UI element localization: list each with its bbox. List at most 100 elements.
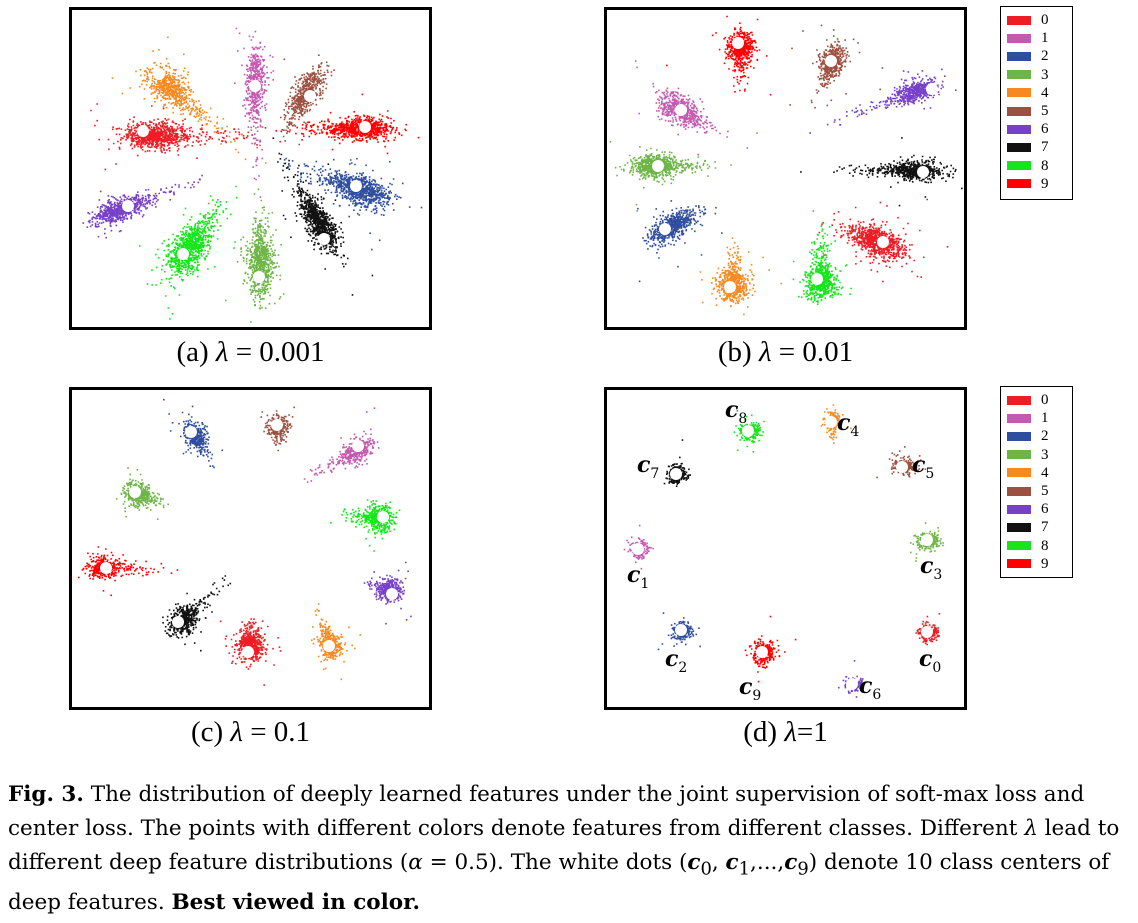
figure-label: Fig. 3. [8,782,84,807]
class-center-dot-2 [350,180,362,192]
class-center-dot-6 [846,678,858,690]
legend-swatch-1 [1007,33,1031,43]
caption-text-3: = 0.5). The white dots ( [422,850,688,875]
center-label-letter: c [627,562,641,588]
class-center-dot-9 [732,37,744,49]
class-center-dot-9 [756,646,768,658]
center-label-subscript: 1 [640,576,649,592]
cluster-class-9 [264,93,420,155]
feature-points-9 [78,546,179,597]
legend-swatch-2 [1007,51,1031,61]
legend-entry-1: 1 [1007,409,1066,427]
caption-c9-sub: 9 [797,858,809,880]
legend-swatch-5 [1007,486,1031,496]
class-center-dot-3 [652,160,664,172]
figure-caption: Fig. 3. The distribution of deeply learn… [8,778,1132,920]
legend-label-8: 8 [1041,157,1049,174]
class-center-dot-1 [675,104,687,116]
caption-b-lambda: λ [758,336,772,368]
legend-swatch-5 [1007,106,1031,116]
center-label-letter: c [912,452,926,478]
class-center-dot-6 [386,588,398,600]
cluster-class-4 [311,603,361,681]
class-center-dot-0 [137,125,149,137]
caption-b-prefix: (b) [717,336,752,368]
feature-points-2 [283,135,423,251]
center-label-c7: c7 [637,452,659,482]
caption-d-value: =1 [796,716,828,748]
class-center-dot-3 [129,486,141,498]
class-center-dot-7 [318,233,330,245]
cluster-class-0 [915,613,941,646]
legend-swatch-1 [1007,413,1031,423]
feature-points-6 [809,67,957,134]
class-center-dot-3 [921,534,933,546]
legend-swatch-8 [1007,541,1031,551]
feature-points-8 [792,210,852,305]
panel-c [69,387,432,710]
class-center-dot-9 [359,121,371,133]
class-center-dot-8 [177,248,189,260]
cluster-class-0 [816,198,949,283]
legend-swatch-2 [1007,431,1031,441]
feature-points-5 [789,24,861,109]
legend-entry-9: 9 [1007,555,1066,573]
legend-swatch-0 [1007,395,1031,405]
legend-label-4: 4 [1041,84,1049,101]
legend-entry-5: 5 [1007,482,1066,500]
legend-swatch-9 [1007,179,1031,189]
legend-swatch-3 [1007,70,1031,80]
feature-points-4 [311,603,361,681]
class-center-dot-5 [271,419,283,431]
class-center-dot-3 [253,271,265,283]
center-label-c3: c3 [920,553,942,583]
class-center-dot-4 [825,416,837,428]
class-center-dot-8 [377,511,389,523]
legend-entry-4: 4 [1007,84,1066,102]
class-center-dot-6 [926,83,938,95]
feature-points-3 [115,467,169,520]
class-center-dot-2 [675,624,687,636]
class-center-dot-5 [896,461,908,473]
legend-entry-7: 7 [1007,138,1066,156]
class-center-dot-2 [185,426,197,438]
cluster-class-7 [663,439,691,487]
caption-a-prefix: (a) [176,336,209,368]
center-label-c5: c5 [912,452,934,482]
feature-points-9 [264,93,420,155]
center-label-letter: c [837,410,851,436]
center-label-c0: c0 [919,646,941,676]
class-center-dot-5 [304,90,316,102]
cluster-class-6 [363,561,412,625]
class-center-dot-8 [811,273,823,285]
feature-points-8 [138,185,247,320]
center-label-letter: c [665,646,679,672]
legend-label-3: 3 [1041,446,1049,463]
feature-points-9 [744,615,797,683]
class-center-dot-2 [659,223,671,235]
class-center-dot-4 [323,640,335,652]
cluster-class-6 [809,67,957,134]
cluster-class-9 [744,615,797,683]
legend-entry-0: 0 [1007,391,1066,409]
feature-points-9 [666,15,772,96]
center-label-subscript: 9 [752,688,761,704]
cluster-class-6 [82,151,203,239]
center-label-c8: c8 [725,397,747,427]
cluster-class-6 [838,660,864,698]
cluster-class-3 [609,132,758,212]
legend-swatch-7 [1007,142,1031,152]
center-label-subscript: 4 [850,424,859,440]
class-center-dot-0 [242,646,254,658]
class-center-dot-7 [172,616,184,628]
center-label-subscript: 0 [932,660,941,676]
caption-lambda: λ [1024,816,1038,841]
cluster-class-7 [272,137,374,296]
caption-c0-sub: 0 [700,858,712,880]
caption-c9: c [784,850,798,875]
cluster-class-7 [162,575,232,652]
cluster-class-5 [261,54,335,146]
legend-label-0: 0 [1041,392,1049,409]
